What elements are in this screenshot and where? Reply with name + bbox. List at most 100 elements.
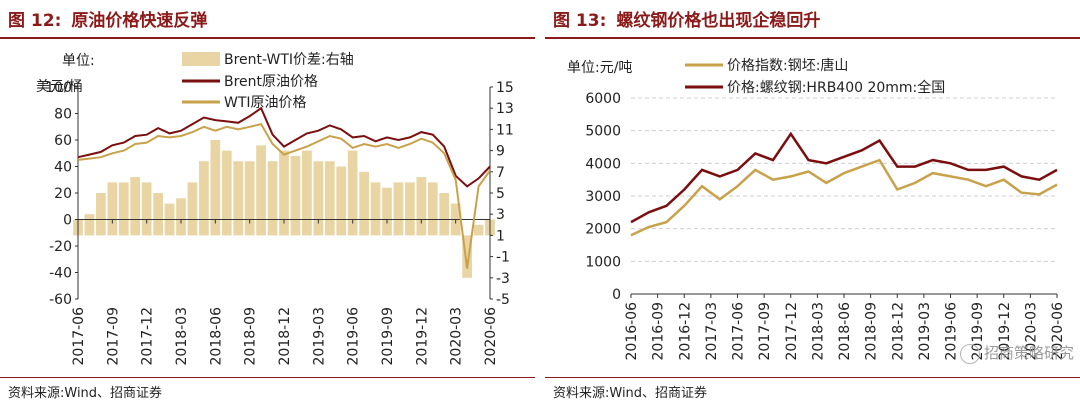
y-tick-label: -60 xyxy=(49,292,72,308)
x-tick-label: 2019-06 xyxy=(346,307,362,366)
spread-bar xyxy=(84,214,95,236)
figure-12-title-text: 原油价格快速反弹 xyxy=(71,11,208,31)
legend-label-spread: Brent-WTI价差:右轴 xyxy=(224,52,354,68)
spread-bar xyxy=(279,150,289,236)
y-tick-label: 4000 xyxy=(585,156,621,172)
x-tick-label: 2019-12 xyxy=(997,302,1013,361)
x-tick-label: 2019-12 xyxy=(414,307,430,366)
spread-bar xyxy=(290,155,301,236)
y2-tick-label: 3 xyxy=(496,207,505,223)
spread-bar xyxy=(313,161,324,236)
x-tick-label: 2019-03 xyxy=(311,307,327,366)
title-rule xyxy=(0,37,535,39)
x-tick-label: 2018-06 xyxy=(208,307,224,366)
x-tick-label: 2020-06 xyxy=(1050,302,1066,361)
x-tick-label: 2018-03 xyxy=(174,307,190,366)
spread-bar xyxy=(359,171,369,236)
y-tick-label: 6000 xyxy=(585,91,621,107)
y2-tick-label: 15 xyxy=(496,80,514,96)
left-unit-line1: 单位: xyxy=(62,53,95,69)
x-tick-label: 2017-06 xyxy=(731,302,747,361)
x-tick-label: 2017-09 xyxy=(757,302,773,361)
y-tick-label: 20 xyxy=(54,186,72,202)
legend: Brent-WTI价差:右轴 Brent原油价格 WTI原油价格 xyxy=(182,52,354,111)
watermark-text: 招商策略研究 xyxy=(983,344,1074,362)
y2-tick-label: 5 xyxy=(496,186,505,202)
x-tick-label: 2017-12 xyxy=(784,302,800,361)
y-tick-label: 40 xyxy=(54,160,72,176)
spread-bar xyxy=(176,198,186,236)
figure-12-title: 图 12: 原油价格快速反弹 xyxy=(8,6,207,31)
spread-bar xyxy=(439,193,450,236)
spread-bar xyxy=(267,161,278,236)
spread-bar xyxy=(324,161,335,236)
y2-tick-label: -1 xyxy=(496,250,510,266)
y-tick-label: 60 xyxy=(54,133,72,149)
y2-tick-label: 11 xyxy=(496,122,514,138)
spread-bar xyxy=(405,182,415,236)
x-tick-label: 2017-06 xyxy=(71,307,87,366)
spread-bar xyxy=(221,150,232,236)
legend-swatch-spread xyxy=(182,52,220,66)
spread-bar xyxy=(382,187,392,236)
x-tick-label: 2016-12 xyxy=(677,302,693,361)
rebar-line xyxy=(630,131,1058,224)
x-tick-label: 2018-12 xyxy=(277,307,293,366)
x-tick-label: 2019-06 xyxy=(944,302,960,361)
x-tick-label: 2020-03 xyxy=(449,307,465,366)
y-tick-label: -20 xyxy=(49,239,72,255)
legend-label-billet: 价格指数:钢坯:唐山 xyxy=(727,57,848,74)
x-tick-label: 2020-06 xyxy=(483,307,499,366)
y2-tick-label: 1 xyxy=(496,228,505,244)
y2-tick-label: -3 xyxy=(496,271,510,287)
left-plot-area: -60-40-20020406080100-5-3-11357911131520… xyxy=(45,80,514,366)
y-tick-label: 80 xyxy=(54,107,72,123)
source-rule xyxy=(545,377,1080,378)
x-tick-label: 2020-03 xyxy=(1023,302,1039,361)
spread-bar xyxy=(130,177,141,236)
spread-bar xyxy=(244,161,255,236)
rebar-price-chart: 单位:元/吨 价格指数:钢坯:唐山 价格:螺纹钢:HRB400 20mm:全国 … xyxy=(567,57,1066,361)
figure-13-panel: 图 13: 螺纹钢价格也出现企稳回升 单位:元/吨 价格指数:钢坯:唐山 价格:螺… xyxy=(545,0,1080,408)
spread-bar xyxy=(370,182,381,236)
legend-label-brent: Brent原油价格 xyxy=(224,74,318,90)
spread-bar xyxy=(462,235,472,278)
spread-bar xyxy=(256,145,266,236)
title-rule xyxy=(545,37,1080,39)
figure-13-title: 图 13: 螺纹钢价格也出现企稳回升 xyxy=(553,6,820,31)
oil-price-chart: 单位: 美元/桶 Brent-WTI价差:右轴 Brent原油价格 WTI原油价… xyxy=(36,52,514,366)
spread-bar xyxy=(416,177,427,236)
y-tick-label: 3000 xyxy=(585,189,621,205)
x-tick-label: 2018-09 xyxy=(864,302,880,361)
brent-line xyxy=(77,106,491,188)
right-plot-area: 0 1000 2000 3000 4000 5000 6000 2016-06 2016-09 2… xyxy=(585,91,1066,361)
spread-bar xyxy=(107,182,118,236)
x-tick-label: 2016-06 xyxy=(624,302,640,361)
x-tick-label: 2018-03 xyxy=(810,302,826,361)
spread-bar xyxy=(393,182,404,236)
spread-bar xyxy=(302,150,312,236)
y-tick-label: 2000 xyxy=(585,222,621,238)
figure-12-panel: 图 12: 原油价格快速反弹 单位: 美元/桶 Brent-WTI价差:右轴 Br… xyxy=(0,0,535,408)
figure-13-source: 资料来源:Wind、招商证券 xyxy=(553,386,708,401)
spread-bar xyxy=(473,224,484,236)
figure-12-source: 资料来源:Wind、招商证券 xyxy=(8,386,163,401)
y-tick-label: 1000 xyxy=(585,254,621,270)
y-tick-label: 0 xyxy=(612,287,621,303)
spread-bar xyxy=(347,150,358,236)
y-tick-label: 5000 xyxy=(585,124,621,140)
spread-bar xyxy=(118,182,129,236)
y2-tick-label: 13 xyxy=(496,101,514,117)
spread-bar xyxy=(141,182,152,236)
x-tick-label: 2016-09 xyxy=(651,302,667,361)
y-tick-label: -40 xyxy=(49,266,72,282)
x-tick-label: 2017-03 xyxy=(704,302,720,361)
spread-bar xyxy=(187,182,198,236)
figure-13-title-text: 螺纹钢价格也出现企稳回升 xyxy=(616,11,821,31)
y2-tick-label: 9 xyxy=(496,144,505,160)
x-tick-label: 2018-06 xyxy=(837,302,853,361)
spread-bar xyxy=(210,140,221,236)
spread-bar xyxy=(96,193,106,236)
legend-label-rebar: 价格:螺纹钢:HRB400 20mm:全国 xyxy=(727,79,945,96)
spread-bar xyxy=(233,161,244,236)
